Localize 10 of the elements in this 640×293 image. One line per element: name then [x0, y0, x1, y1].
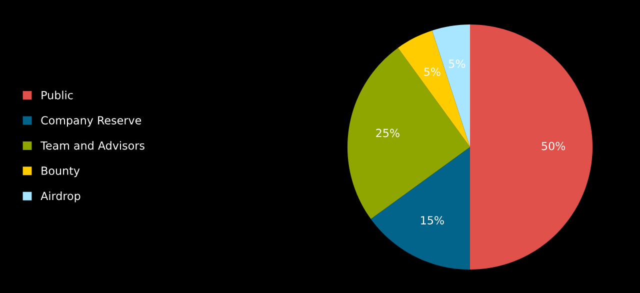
- legend-label: Public: [42, 90, 73, 100]
- data-label: 15%: [421, 216, 444, 224]
- legend-label: Company Reserve: [41, 116, 142, 127]
- data-label: 50%: [542, 142, 566, 150]
- data-label: 5%: [449, 60, 466, 68]
- legend-label: Airdrop: [40, 192, 80, 202]
- legend-label: Bounty: [42, 166, 80, 178]
- data-label: 25%: [376, 128, 400, 138]
- legend-label: Team and Advisors: [40, 141, 144, 150]
- data-label: 5%: [424, 68, 440, 76]
